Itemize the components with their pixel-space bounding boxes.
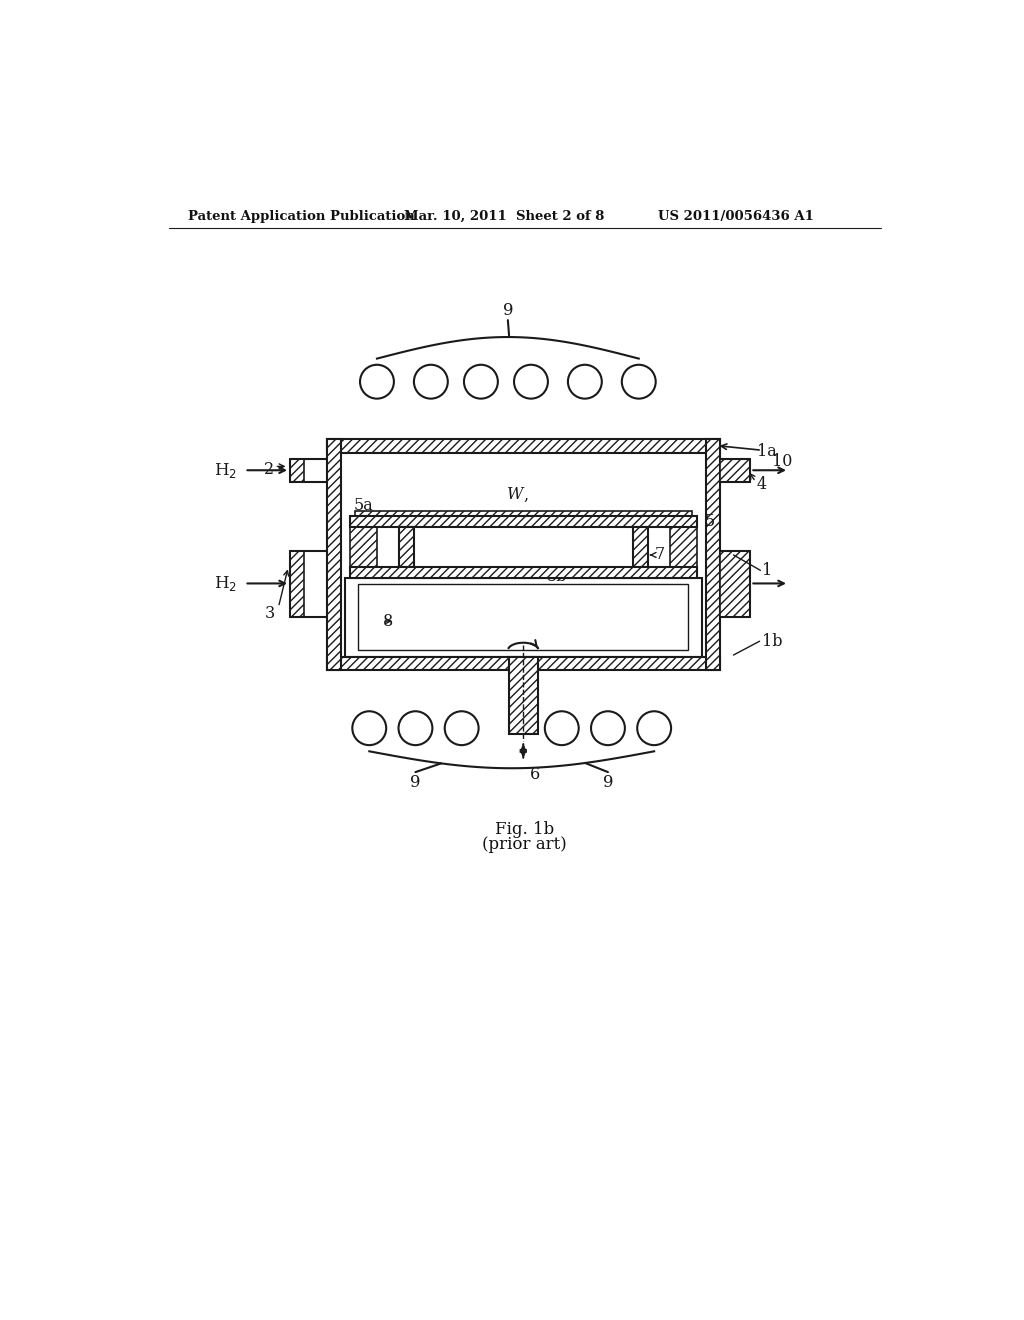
- Bar: [670, 524, 696, 572]
- Text: 9: 9: [503, 301, 513, 318]
- Text: Fig. 1b: Fig. 1b: [496, 821, 554, 838]
- Text: 4: 4: [757, 477, 767, 494]
- Text: 5a: 5a: [354, 498, 374, 515]
- Text: W: W: [507, 486, 524, 503]
- Text: H$_2$: H$_2$: [214, 461, 237, 479]
- Bar: [398, 527, 414, 568]
- Circle shape: [514, 364, 548, 399]
- Bar: [358, 585, 688, 651]
- Bar: [633, 527, 648, 568]
- Text: 1a: 1a: [757, 444, 776, 461]
- Text: 1: 1: [762, 562, 772, 579]
- Bar: [290, 459, 304, 482]
- Bar: [720, 459, 751, 482]
- Bar: [341, 453, 706, 656]
- Circle shape: [464, 364, 498, 399]
- Text: 5: 5: [705, 513, 715, 531]
- Text: 9: 9: [603, 775, 613, 792]
- Circle shape: [568, 364, 602, 399]
- Bar: [345, 578, 701, 656]
- Bar: [327, 440, 720, 453]
- Circle shape: [360, 364, 394, 399]
- Bar: [706, 440, 720, 671]
- Bar: [354, 511, 692, 516]
- Circle shape: [444, 711, 478, 744]
- Text: H$_2$: H$_2$: [214, 574, 237, 593]
- Bar: [509, 656, 538, 734]
- Circle shape: [622, 364, 655, 399]
- Text: (prior art): (prior art): [482, 836, 567, 853]
- Bar: [350, 516, 696, 527]
- Text: 9: 9: [411, 775, 421, 792]
- Bar: [327, 440, 341, 671]
- Text: US 2011/0056436 A1: US 2011/0056436 A1: [658, 210, 814, 223]
- Text: 8: 8: [383, 612, 393, 630]
- Text: 3: 3: [264, 605, 274, 622]
- Bar: [350, 524, 377, 572]
- Circle shape: [414, 364, 447, 399]
- Text: Patent Application Publication: Patent Application Publication: [188, 210, 415, 223]
- Bar: [327, 656, 720, 671]
- Circle shape: [352, 711, 386, 744]
- Text: 5b: 5b: [547, 568, 567, 585]
- Text: 10: 10: [772, 453, 793, 470]
- Circle shape: [637, 711, 671, 744]
- Text: 6: 6: [529, 766, 540, 783]
- Bar: [290, 552, 304, 616]
- Bar: [350, 568, 696, 578]
- Text: 7: 7: [654, 546, 665, 564]
- Circle shape: [398, 711, 432, 744]
- Circle shape: [591, 711, 625, 744]
- Text: ,: ,: [523, 486, 528, 503]
- Circle shape: [545, 711, 579, 744]
- Text: Mar. 10, 2011  Sheet 2 of 8: Mar. 10, 2011 Sheet 2 of 8: [403, 210, 604, 223]
- Text: 1b: 1b: [762, 632, 782, 649]
- Bar: [720, 552, 751, 616]
- Text: 2: 2: [264, 461, 274, 478]
